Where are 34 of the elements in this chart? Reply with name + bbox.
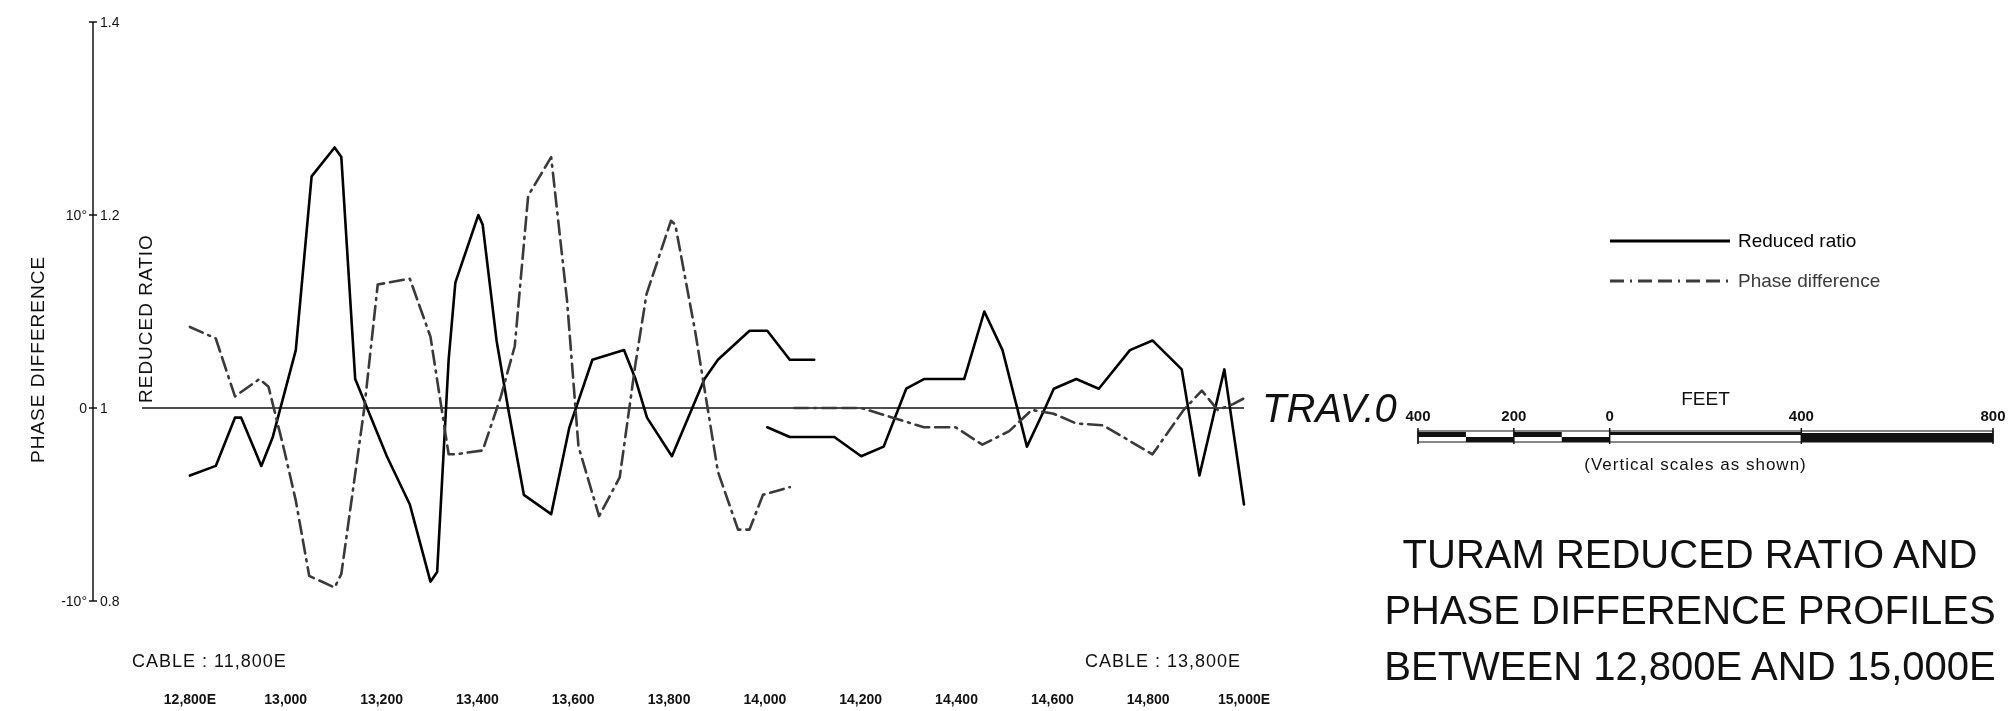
x-tick-label: 14,200 (839, 691, 883, 707)
text: FEET (1681, 388, 1731, 409)
text: 800 (1980, 407, 2006, 424)
text: 0 (1605, 407, 1614, 424)
x-tick-label: 14,000 (743, 691, 787, 707)
y-tick-label: 1 (100, 400, 108, 416)
y-axis-title: REDUCED RATIO (135, 234, 156, 403)
text: 400 (1405, 407, 1431, 424)
x-tick-label: 13,200 (360, 691, 404, 707)
x-tick-label: 14,600 (1030, 691, 1074, 707)
text: TURAM REDUCED RATIO AND PHASE DIFFERENCE PROFILES BETWEEN 12,800E AND 15,000E (1384, 532, 1996, 688)
ref-line-label: TRAV.0 (1262, 386, 1397, 430)
x-tick-label: 14,800 (1126, 691, 1170, 707)
y-tick-label: 1.2 (100, 207, 120, 223)
x-tick-label: 13,600 (551, 691, 595, 707)
x-tick-label: 15,000E (1217, 691, 1271, 707)
y2-tick-label: 10° (65, 207, 87, 223)
x-tick-label: 14,400 (935, 691, 979, 707)
y2-tick-label: 0 (79, 400, 88, 416)
y-tick-label: 0.8 (100, 593, 120, 609)
text: 200 (1501, 407, 1527, 424)
y-tick-label: 1.4 (100, 14, 120, 30)
text: CABLE : 11,800E (132, 651, 287, 671)
x-tick-label: 13,800 (647, 691, 691, 707)
x-tick-label: 12,800E (163, 691, 216, 707)
y2-axis-title: PHASE DIFFERENCE (27, 255, 48, 463)
y2-tick-label: -10° (61, 593, 87, 609)
x-tick-label: 13,400 (455, 691, 500, 707)
text: Reduced ratio (1738, 230, 1857, 251)
x-tick-label: 13,000 (264, 691, 308, 707)
text: Phase difference (1738, 270, 1881, 291)
text: CABLE : 13,800E (1085, 651, 1242, 671)
text: (Vertical scales as shown) (1584, 455, 1807, 474)
text: 400 (1788, 407, 1814, 424)
